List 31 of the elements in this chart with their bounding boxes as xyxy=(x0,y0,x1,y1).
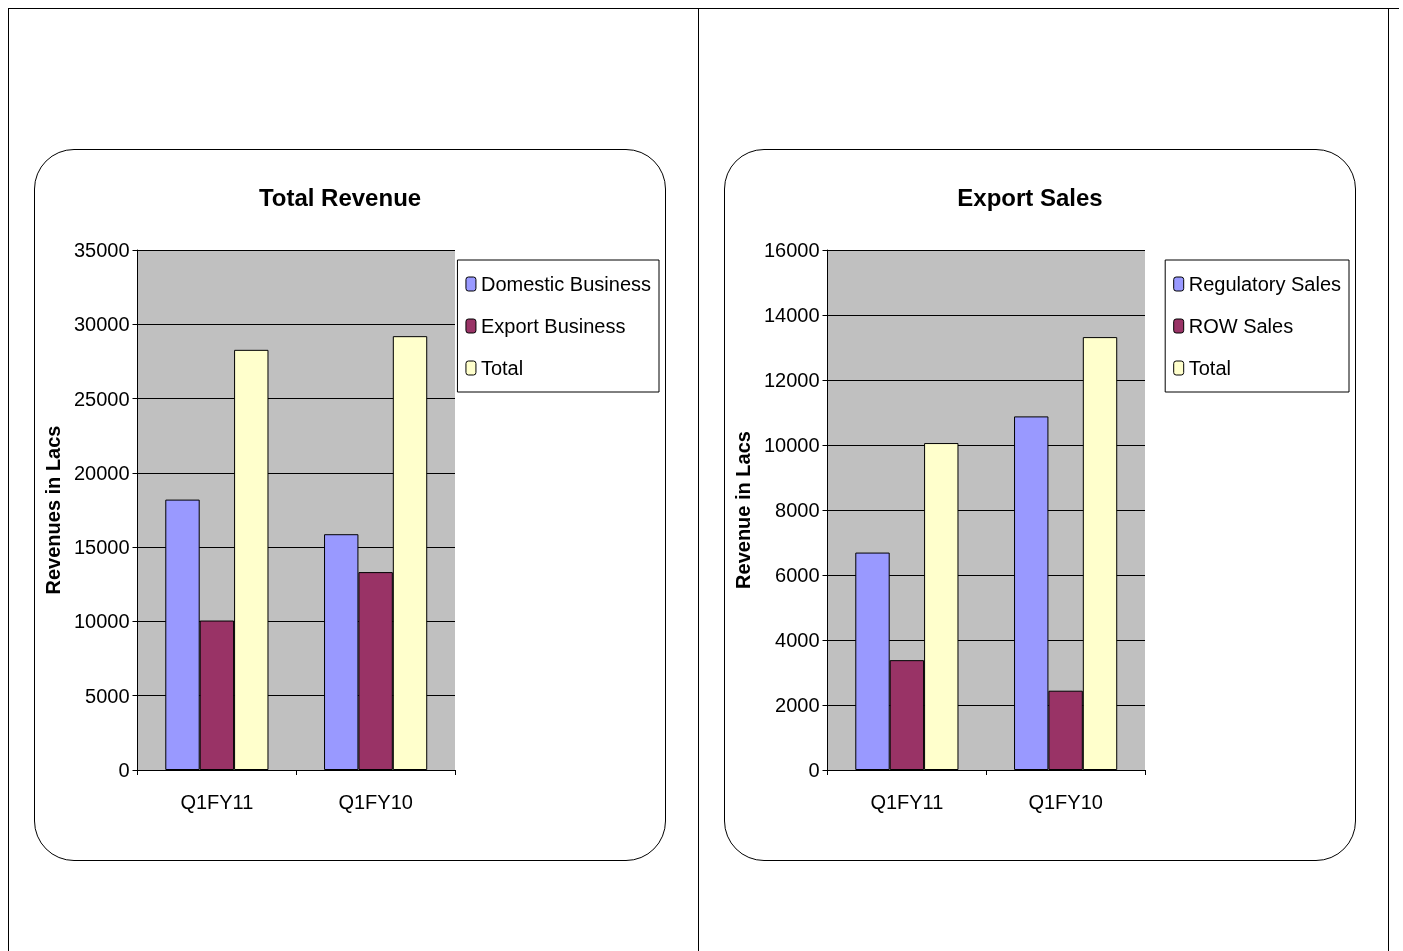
y-tick-label: 0 xyxy=(118,759,130,781)
legend-label: Total xyxy=(1188,357,1231,379)
y-tick-label: 35000 xyxy=(73,239,130,261)
y-tick-label: 8000 xyxy=(775,499,820,521)
x-tick-label: Q1FY11 xyxy=(180,791,254,813)
y-tick-label: 12000 xyxy=(763,369,820,391)
y-tick-label: 0 xyxy=(808,759,820,781)
y-tick-label: 5000 xyxy=(85,684,130,707)
y-tick-label: 14000 xyxy=(763,304,820,326)
y-tick-label: 25000 xyxy=(73,387,130,410)
y-tick-label: 30000 xyxy=(73,313,130,336)
y-tick-label: 10000 xyxy=(73,610,130,633)
y-tick-label: 10000 xyxy=(763,434,820,456)
y-tick-label: 4000 xyxy=(775,629,820,651)
x-tick-label: Q1FY10 xyxy=(1028,791,1103,813)
chart-title: Export Sales xyxy=(957,183,1103,211)
y-axis-title: Revenue in Lacs xyxy=(732,431,754,589)
legend-label: Total xyxy=(480,357,524,379)
y-tick-label: 6000 xyxy=(775,564,820,586)
y-tick-label: 20000 xyxy=(73,461,130,484)
y-axis-title: Revenues in Lacs xyxy=(42,425,64,595)
x-tick-label: Q1FY11 xyxy=(870,791,944,813)
legend-label: Domestic Business xyxy=(480,273,651,295)
legend-label: Export Business xyxy=(480,315,626,337)
legend-label: ROW Sales xyxy=(1188,315,1294,337)
chart-title: Total Revenue xyxy=(258,183,422,211)
x-tick-label: Q1FY10 xyxy=(338,791,413,813)
y-tick-label: 16000 xyxy=(763,239,820,261)
legend-label: Regulatory Sales xyxy=(1188,273,1342,295)
y-tick-label: 2000 xyxy=(775,694,820,716)
y-tick-label: 15000 xyxy=(73,536,130,559)
